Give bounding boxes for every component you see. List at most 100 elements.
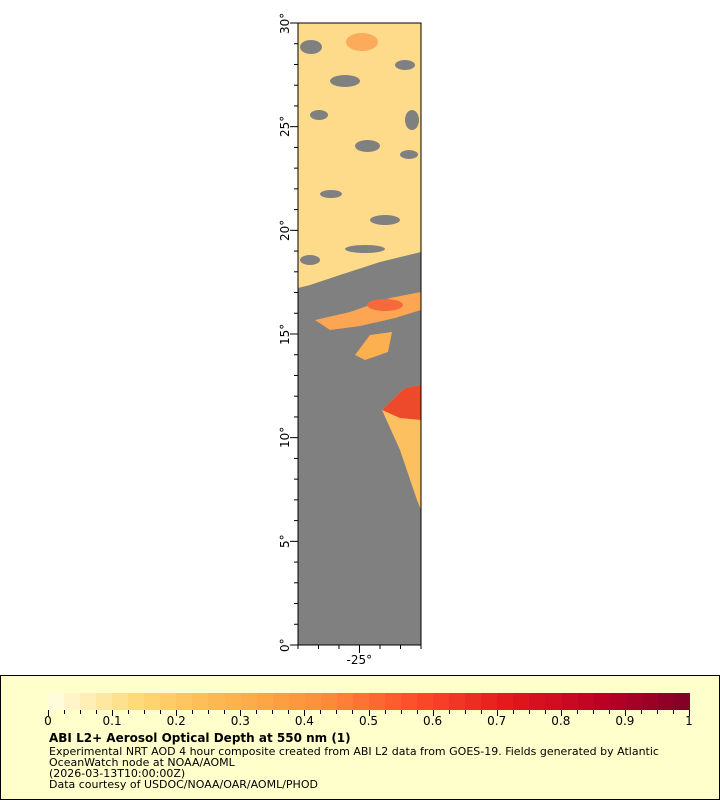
colorbar-swatch [593,693,610,710]
aod-patch [346,33,378,51]
colorbar-swatch [128,693,145,710]
colorbar-swatch [256,693,273,710]
colorbar-tick [640,710,642,714]
colorbar-swatch [657,693,674,710]
colorbar-tick [608,710,610,714]
colorbar-tick [112,710,114,716]
colorbar-swatch [497,693,514,710]
nodata-patch [400,150,418,159]
colorbar-tick [576,710,578,714]
colorbar-tick-label: 1 [685,714,693,728]
colorbar-tick [624,710,626,716]
lat-tick-label: 5° [278,534,292,549]
colorbar-tick [512,710,514,714]
colorbar-swatch [320,693,337,710]
nodata-patch [355,140,380,152]
nodata-patch [320,190,342,198]
colorbar-tick [96,710,98,714]
colorbar-swatch [417,693,434,710]
nodata-patch [300,40,322,54]
colorbar-tick [560,710,562,716]
colorbar-tick [432,710,434,716]
colorbar-swatch [609,693,626,710]
colorbar-tick-label: 0.6 [423,714,443,728]
map-plot [290,22,422,653]
colorbar-tick-label: 0.7 [487,714,507,728]
colorbar-tick-label: 0.2 [166,714,186,728]
colorbar-tick [240,710,242,716]
colorbar-swatch [352,693,369,710]
colorbar-swatch [336,693,353,710]
colorbar-tick [304,710,306,716]
colorbar-swatch [465,693,482,710]
colorbar-tick [672,710,674,714]
colorbar-swatch [48,693,65,710]
colorbar-tick [384,710,386,714]
legend-title: ABI L2+ Aerosol Optical Depth at 550 nm … [49,731,351,745]
colorbar-tick [416,710,418,714]
colorbar-swatch [641,693,658,710]
colorbar-tick [80,710,82,714]
colorbar-tick-label: 0.8 [551,714,571,728]
colorbar-tick-label: 0.5 [358,714,379,728]
colorbar-tick [592,710,594,714]
colorbar-swatch [80,693,97,710]
aod-patch [367,299,403,311]
colorbar-swatch [96,693,113,710]
colorbar-swatch [401,693,418,710]
colorbar-tick [464,710,466,714]
colorbar-tick [689,710,690,716]
nodata-patch [330,75,360,87]
colorbar-tick [400,710,402,714]
nodata-patch [310,110,328,120]
colorbar-tick [192,710,194,714]
colorbar-tick [128,710,130,714]
aod-region-mid-south [355,332,392,360]
colorbar-tick-label: 0.3 [230,714,250,728]
colorbar-tick [352,710,354,714]
colorbar-tick [144,710,146,714]
lat-tick-label: 20° [278,219,292,241]
colorbar-swatch [272,693,289,710]
colorbar-swatch [368,693,385,710]
colorbar-swatch [513,693,530,710]
colorbar-tick-label: 0 [44,714,52,728]
colorbar-swatch [224,693,241,710]
colorbar-swatch [577,693,594,710]
map-axes [290,22,422,653]
nodata-patch [345,245,385,253]
colorbar-tick-label: 0.4 [294,714,314,728]
lon-tick-label: -25° [346,653,373,667]
legend-time: (2026-03-13T10:00:00Z) [49,767,186,780]
colorbar-swatch [176,693,193,710]
colorbar-tick [496,710,498,716]
colorbar-tick [528,710,530,714]
legend-credit: Data courtesy of USDOC/NOAA/OAR/AOML/PHO… [49,778,318,791]
lat-tick-label: 10° [278,427,292,449]
colorbar-swatch [192,693,209,710]
aod-patch [382,385,421,420]
colorbar-tick [544,710,546,714]
legend-description-cont: OceanWatch node at NOAA/AOML [49,756,235,769]
colorbar-tick [176,710,178,716]
colorbar-tick [224,710,226,714]
colorbar-tick [272,710,274,714]
colorbar-swatch [625,693,642,710]
colorbar-swatch [144,693,161,710]
colorbar-swatch [208,693,225,710]
colorbar-tick [288,710,290,714]
colorbar-swatch [240,693,257,710]
lat-tick-label: 0° [278,638,292,652]
colorbar-swatch [529,693,546,710]
colorbar-tick [64,710,66,714]
nodata-patch [300,255,320,265]
colorbar [48,693,690,710]
colorbar-tick-label: 0.9 [615,714,635,728]
colorbar-swatch [304,693,321,710]
colorbar-tick [480,710,482,714]
colorbar-tick [160,710,162,714]
colorbar-tick [48,710,49,716]
colorbar-swatch [64,693,81,710]
colorbar-swatch [673,693,690,710]
colorbar-swatch [288,693,305,710]
